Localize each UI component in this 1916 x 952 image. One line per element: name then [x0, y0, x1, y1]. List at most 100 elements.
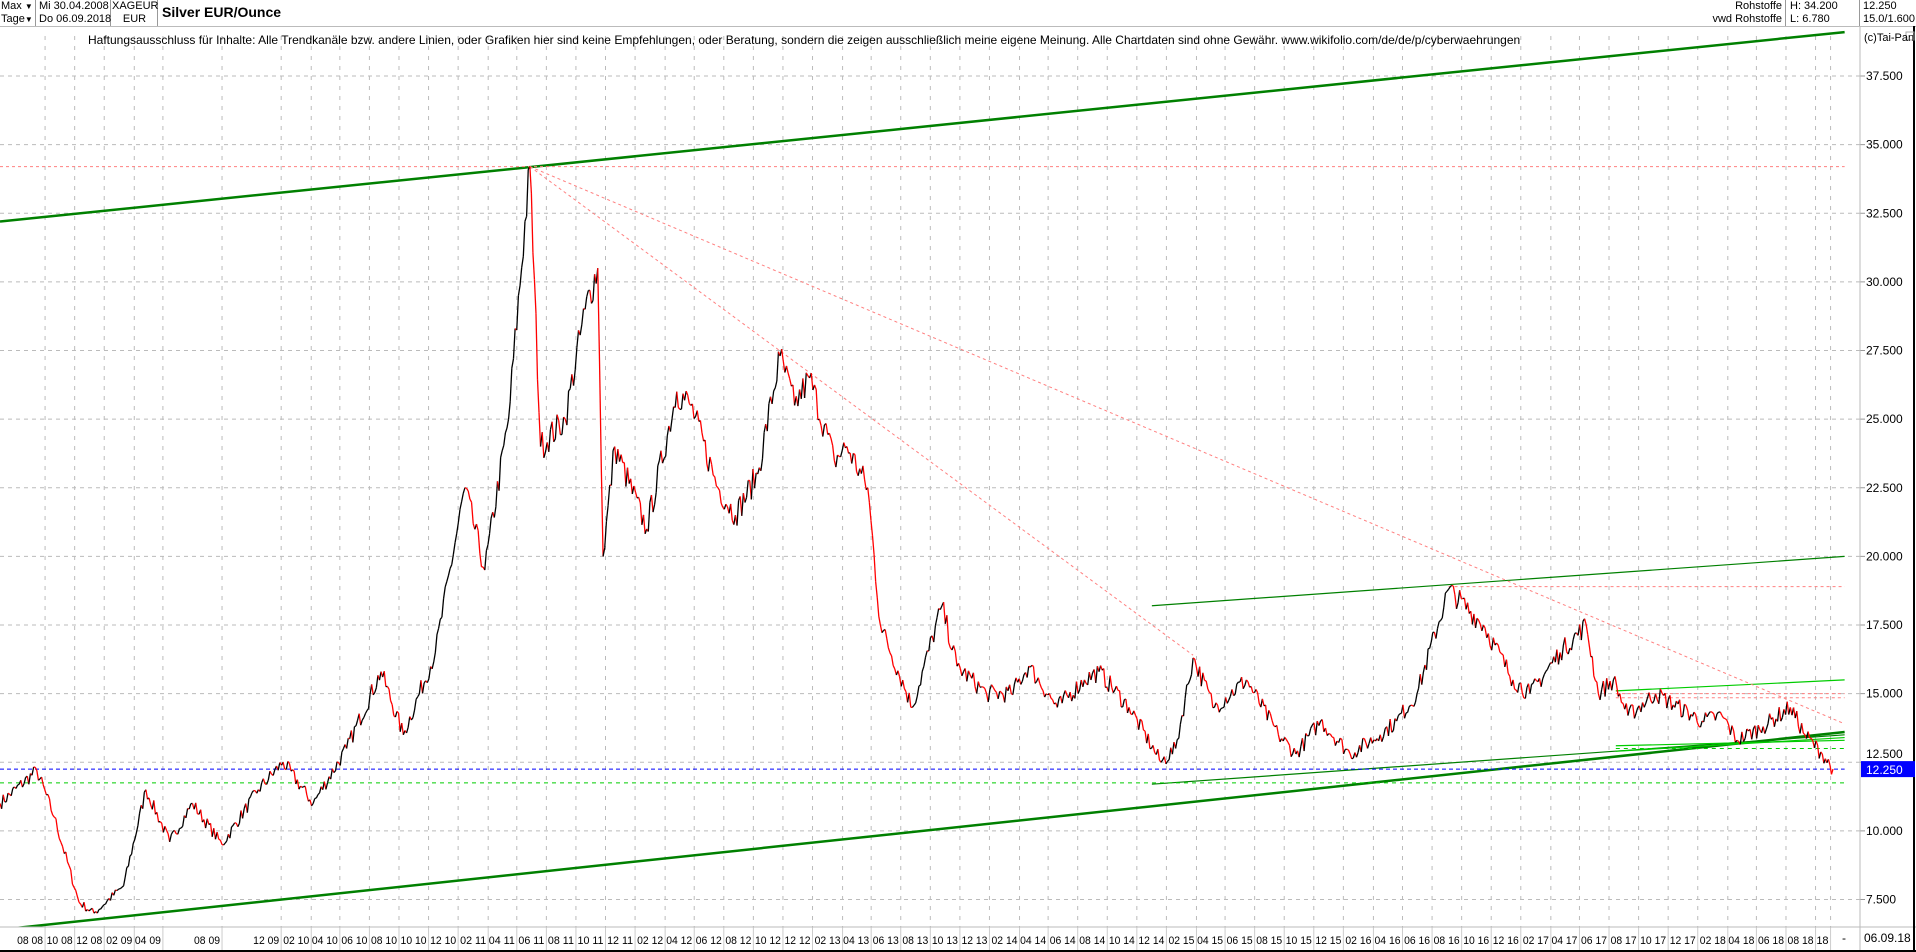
price-segment: [663, 455, 667, 459]
x-tick-label: 08 16: [1434, 935, 1460, 947]
x-tick-label: 08 17: [1611, 935, 1637, 947]
price-segment: [576, 330, 580, 348]
price-segment: [602, 547, 606, 557]
date-from[interactable]: Mi 30.04.2008: [39, 0, 109, 12]
price-segment: [959, 668, 963, 676]
x-tick-label: 06 13: [873, 935, 899, 947]
price-segment: [293, 771, 297, 785]
high-low-box: H: 34.200 L: 6.780: [1787, 0, 1860, 26]
price-segment: [40, 776, 44, 785]
price-segment: [1026, 666, 1030, 678]
price-segment: [1711, 711, 1715, 715]
price-segment: [604, 521, 608, 548]
price-segment: [1451, 584, 1454, 587]
date-to[interactable]: Do 06.09.2018: [39, 13, 112, 25]
price-segment: [1000, 692, 1004, 696]
price-segment: [115, 889, 118, 892]
price-segment: [1496, 642, 1499, 646]
price-segment: [639, 502, 643, 525]
price-segment: [410, 717, 414, 721]
price-segment: [525, 169, 529, 217]
end-date-label: 06.09.18: [1864, 931, 1911, 945]
date-range[interactable]: Mi 30.04.2008 Do 06.09.2018: [37, 0, 111, 26]
price-segment: [1719, 711, 1723, 716]
price-segment: [1389, 718, 1393, 733]
price-segment: [341, 748, 345, 753]
period-dropdown[interactable]: Max ▼: [1, 0, 33, 12]
price-segment: [1446, 588, 1450, 592]
price-segment: [1438, 619, 1442, 623]
price-segment: [701, 432, 705, 442]
price-segment: [216, 831, 220, 840]
price-segment: [1736, 739, 1740, 743]
price-segment: [1333, 737, 1336, 746]
price-segment: [1233, 693, 1236, 697]
price-segment: [924, 650, 928, 658]
x-tick-label: 10 17: [1640, 935, 1666, 947]
price-segment: [792, 384, 796, 406]
price-segment: [457, 509, 461, 523]
price-segment: [1829, 764, 1833, 775]
period-selector[interactable]: Max ▼ Tage▼: [0, 0, 36, 26]
price-segment: [1421, 672, 1424, 685]
price-segment: [204, 818, 208, 829]
price-segment: [436, 628, 440, 635]
price-segment: [142, 792, 145, 809]
price-segment: [272, 769, 276, 776]
price-segment: [1234, 683, 1238, 695]
price-segment: [852, 452, 856, 456]
price-segment: [1627, 708, 1631, 716]
price-segment: [999, 690, 1002, 693]
x-tick-label: 02 10: [283, 935, 309, 947]
x-tick-label: 18: [1816, 935, 1828, 947]
price-segment: [232, 822, 236, 826]
price-segment: [1261, 698, 1265, 706]
price-segment: [634, 492, 638, 499]
price-segment: [130, 843, 134, 855]
price-segment: [589, 290, 593, 304]
price-segment: [1130, 713, 1133, 716]
price-segment: [213, 828, 217, 840]
price-segment: [1141, 720, 1145, 731]
price-segment: [1540, 678, 1544, 687]
price-segment: [367, 694, 371, 709]
price-segment: [992, 686, 996, 691]
trend-line: [529, 166, 1194, 656]
price-segment: [179, 827, 182, 830]
price-segment: [902, 679, 906, 689]
price-segment: [1710, 711, 1713, 713]
symbol-box: XAGEUR EUR: [112, 0, 159, 26]
x-tick-label: 02 15: [1168, 935, 1194, 947]
price-segment: [1128, 707, 1132, 715]
price-segment: [1189, 674, 1193, 681]
price-segment: [1512, 679, 1516, 690]
price-segment: [873, 554, 877, 582]
y-tick-label: 12.500: [1866, 747, 1903, 761]
price-segment: [1231, 689, 1235, 696]
price-segment: [506, 419, 510, 429]
price-segment: [553, 438, 556, 443]
price-segment: [617, 449, 621, 462]
source-box: Rohstoffe vwd Rohstoffe: [1700, 0, 1786, 26]
x-tick-label: 02 13: [815, 935, 841, 947]
price-segment: [1520, 682, 1523, 694]
price-segment: [1501, 653, 1504, 656]
price-segment: [269, 770, 273, 775]
price-segment: [715, 485, 719, 489]
price-segment: [1574, 632, 1577, 634]
interval-dropdown[interactable]: Tage▼: [1, 13, 33, 25]
price-segment: [336, 761, 339, 764]
price-segment: [1594, 680, 1598, 683]
x-tick-label: 08 15: [1256, 935, 1282, 947]
price-segment: [620, 454, 624, 463]
price-segment: [1226, 699, 1230, 704]
price-segment: [1402, 704, 1406, 719]
price-segment: [195, 802, 199, 814]
price-segment: [5, 792, 9, 802]
price-segment: [536, 379, 540, 413]
price-segment: [913, 702, 917, 706]
price-segment: [96, 909, 100, 914]
price-segment: [994, 689, 997, 693]
x-tick-label: 04 14: [1020, 935, 1046, 947]
